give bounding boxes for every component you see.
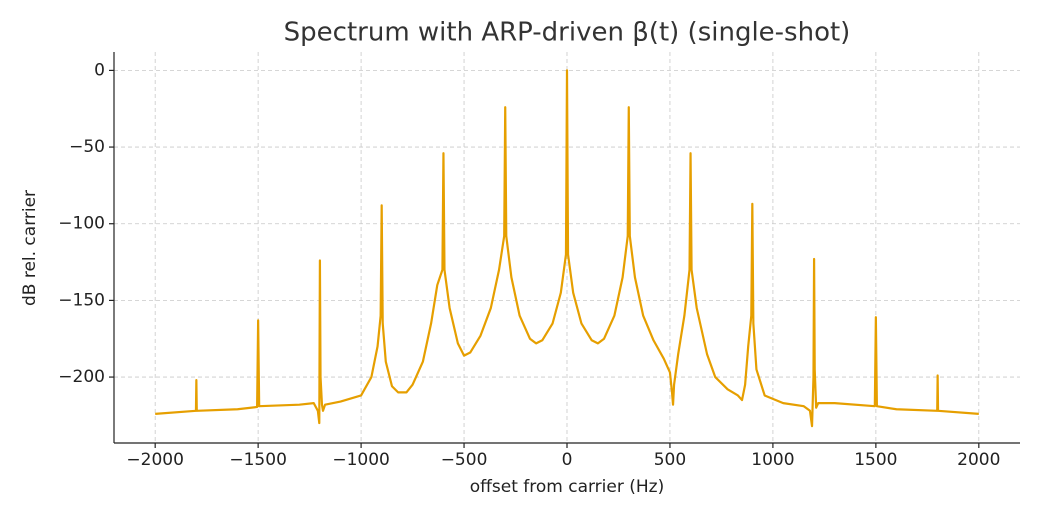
x-tick-label: −500 bbox=[441, 450, 488, 470]
spectrum-line bbox=[155, 69, 979, 428]
x-tick-label: 2000 bbox=[957, 450, 1000, 470]
y-tick-label: −100 bbox=[58, 214, 105, 234]
y-tick-label: 0 bbox=[94, 60, 105, 80]
y-axis-label: dB rel. carrier bbox=[20, 190, 40, 306]
x-tick-label: −1000 bbox=[332, 450, 390, 470]
x-tick-label: 0 bbox=[562, 450, 573, 470]
y-tick-label: −150 bbox=[58, 290, 105, 310]
x-tick-label: 1500 bbox=[854, 450, 897, 470]
x-tick-label: 500 bbox=[654, 450, 686, 470]
x-tick-label: −1500 bbox=[229, 450, 287, 470]
chart-title: Spectrum with ARP-driven β(t) (single-sh… bbox=[284, 18, 851, 48]
y-tick-label: −50 bbox=[69, 137, 105, 157]
x-axis-label: offset from carrier (Hz) bbox=[470, 477, 664, 497]
y-tick-label: −200 bbox=[58, 367, 105, 387]
x-tick-label: 1000 bbox=[751, 450, 794, 470]
x-tick-label: −2000 bbox=[126, 450, 184, 470]
